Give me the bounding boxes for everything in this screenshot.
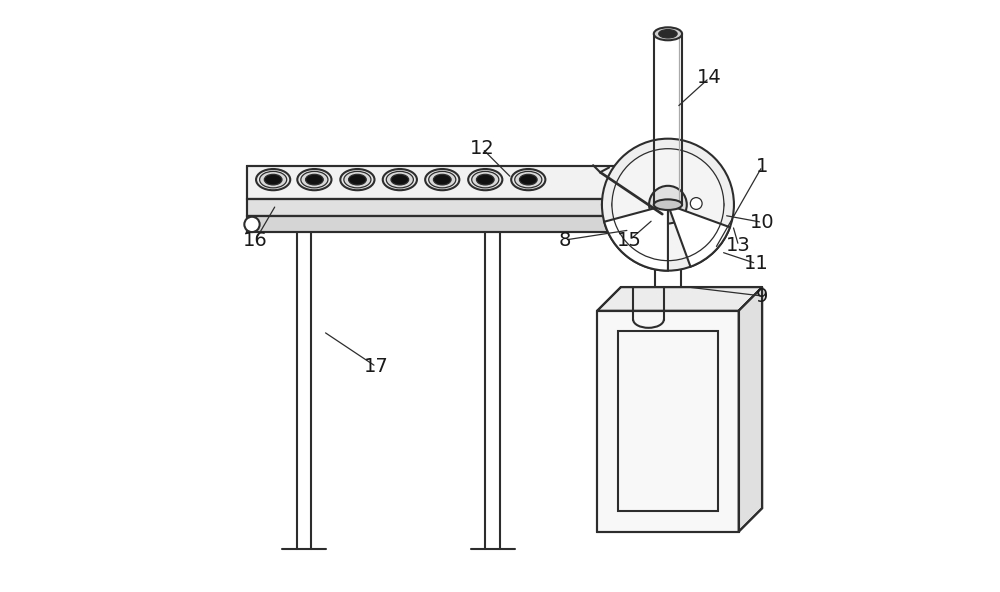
Text: 17: 17	[364, 357, 389, 376]
Text: 9: 9	[756, 287, 768, 305]
Circle shape	[244, 217, 260, 232]
Text: 12: 12	[470, 139, 495, 158]
Polygon shape	[247, 217, 638, 233]
Ellipse shape	[602, 184, 734, 225]
Wedge shape	[604, 205, 668, 271]
Ellipse shape	[344, 171, 371, 188]
Ellipse shape	[468, 169, 502, 190]
Text: 16: 16	[243, 230, 268, 249]
Ellipse shape	[260, 171, 287, 188]
Polygon shape	[597, 311, 739, 532]
Ellipse shape	[306, 174, 323, 185]
Ellipse shape	[386, 171, 413, 188]
Ellipse shape	[349, 174, 366, 185]
Ellipse shape	[472, 171, 499, 188]
Ellipse shape	[425, 169, 459, 190]
Ellipse shape	[612, 187, 724, 222]
Ellipse shape	[301, 171, 328, 188]
Text: 15: 15	[617, 230, 642, 249]
Ellipse shape	[654, 200, 682, 210]
Ellipse shape	[515, 171, 542, 188]
Ellipse shape	[429, 171, 456, 188]
Text: 1: 1	[756, 157, 768, 176]
Ellipse shape	[476, 174, 494, 185]
Polygon shape	[618, 332, 718, 511]
Ellipse shape	[602, 139, 734, 271]
Circle shape	[649, 186, 687, 224]
Ellipse shape	[297, 169, 331, 190]
Ellipse shape	[383, 169, 417, 190]
Ellipse shape	[340, 169, 374, 190]
Text: 8: 8	[559, 230, 571, 249]
Ellipse shape	[659, 30, 677, 38]
Ellipse shape	[654, 27, 682, 40]
Ellipse shape	[391, 174, 409, 185]
Polygon shape	[739, 287, 762, 532]
Ellipse shape	[433, 174, 451, 185]
Ellipse shape	[612, 149, 724, 260]
Circle shape	[690, 198, 702, 210]
Text: 10: 10	[750, 213, 775, 232]
Polygon shape	[247, 166, 638, 199]
Ellipse shape	[264, 174, 282, 185]
Ellipse shape	[519, 174, 537, 185]
Polygon shape	[247, 199, 638, 217]
Circle shape	[625, 217, 641, 232]
Ellipse shape	[256, 169, 290, 190]
Text: 14: 14	[697, 69, 722, 88]
Text: 13: 13	[726, 236, 751, 255]
Ellipse shape	[511, 169, 545, 190]
Polygon shape	[597, 287, 762, 311]
Text: 11: 11	[744, 254, 769, 273]
Wedge shape	[668, 205, 730, 266]
